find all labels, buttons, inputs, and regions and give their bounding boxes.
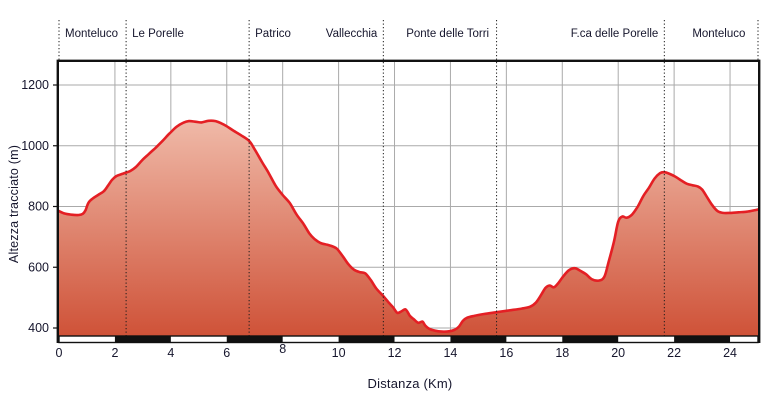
scale-bar-background xyxy=(59,336,758,343)
x-tick-label: 14 xyxy=(443,346,457,360)
x-axis-title: Distanza (Km) xyxy=(367,376,453,391)
y-tick-label: 600 xyxy=(28,260,49,274)
x-tick-label: 24 xyxy=(723,346,737,360)
x-tick-label: 4 xyxy=(167,346,174,360)
x-tick-label: 8 xyxy=(279,342,286,356)
waypoint-labels: Monteluco Le Porelle Patrico Vallecchia Pont… xyxy=(65,28,745,40)
scale-bar-segment xyxy=(674,336,731,343)
x-tick-label: 20 xyxy=(611,346,625,360)
scale-bar-segment xyxy=(562,336,619,343)
y-tick-label: 400 xyxy=(28,321,49,335)
x-tick-label: 22 xyxy=(667,346,681,360)
plot-frame xyxy=(56,59,761,343)
y-tick-label: 1200 xyxy=(21,78,49,92)
elevation-fill xyxy=(59,120,758,336)
waypoint-label: Le Porelle xyxy=(132,28,184,40)
scale-bar-segment xyxy=(114,336,171,343)
scale-bar-segment xyxy=(450,336,507,343)
elevation-line xyxy=(57,119,760,333)
waypoint-label: Monteluco xyxy=(65,28,118,40)
y-axis-tick-labels: 400 600 800 1000 1200 xyxy=(21,78,49,335)
x-tick-label: 2 xyxy=(111,346,118,360)
plot-border xyxy=(53,59,761,343)
x-tick-label: 18 xyxy=(555,346,569,360)
x-tick-label: 10 xyxy=(332,346,346,360)
y-axis-title: Altezza tracciato (m) xyxy=(7,144,21,264)
x-tick-label: 16 xyxy=(499,346,513,360)
scale-bar-segment xyxy=(338,336,395,343)
x-tick-label: 12 xyxy=(388,346,402,360)
elevation-area xyxy=(57,119,760,336)
scale-bar-segment xyxy=(226,336,283,343)
waypoint-label: Patrico xyxy=(255,28,291,40)
x-tick-label: 6 xyxy=(223,346,230,360)
waypoint-boundaries xyxy=(58,20,759,336)
scale-bar-border xyxy=(58,335,759,344)
waypoint-label: F.ca delle Porelle xyxy=(571,28,659,40)
waypoint-label: Monteluco xyxy=(692,28,745,40)
x-tick-label: 0 xyxy=(56,346,63,360)
y-tick-label: 1000 xyxy=(21,139,49,153)
waypoint-label: Ponte delle Torri xyxy=(406,28,489,40)
x-axis-tick-labels: 0 2 4 6 8 10 12 14 16 18 20 22 24 xyxy=(56,342,738,360)
y-tick-label: 800 xyxy=(28,200,49,214)
waypoint-label: Vallecchia xyxy=(326,28,378,40)
distance-scale-bar xyxy=(58,335,759,344)
